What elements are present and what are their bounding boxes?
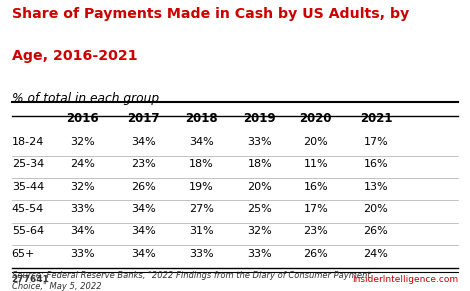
Text: 34%: 34% <box>189 137 213 147</box>
Text: 25-34: 25-34 <box>12 159 44 169</box>
Text: 16%: 16% <box>304 182 328 191</box>
Text: 18-24: 18-24 <box>12 137 44 147</box>
Text: 2018: 2018 <box>185 112 218 125</box>
Text: 35-44: 35-44 <box>12 182 44 191</box>
Text: 17%: 17% <box>304 204 328 214</box>
Text: 2017: 2017 <box>127 112 160 125</box>
Text: 34%: 34% <box>131 204 156 214</box>
Text: 34%: 34% <box>131 226 156 236</box>
Text: 45-54: 45-54 <box>12 204 44 214</box>
Text: 26%: 26% <box>364 226 388 236</box>
Text: 2020: 2020 <box>299 112 332 125</box>
Text: 55-64: 55-64 <box>12 226 44 236</box>
Text: % of total in each group: % of total in each group <box>12 92 159 105</box>
Text: 23%: 23% <box>131 159 156 169</box>
Text: InsiderIntelligence.com: InsiderIntelligence.com <box>352 275 458 284</box>
Text: 27%: 27% <box>189 204 213 214</box>
Text: 24%: 24% <box>364 249 388 259</box>
Text: 34%: 34% <box>131 137 156 147</box>
Text: 33%: 33% <box>248 249 272 259</box>
Text: 2021: 2021 <box>360 112 392 125</box>
Text: 32%: 32% <box>70 182 94 191</box>
Text: 18%: 18% <box>189 159 213 169</box>
Text: 19%: 19% <box>189 182 213 191</box>
Text: 20%: 20% <box>304 137 328 147</box>
Text: Age, 2016-2021: Age, 2016-2021 <box>12 49 137 63</box>
Text: 17%: 17% <box>364 137 388 147</box>
Text: 26%: 26% <box>304 249 328 259</box>
Text: 18%: 18% <box>248 159 272 169</box>
Text: 20%: 20% <box>248 182 272 191</box>
Text: 277641: 277641 <box>12 275 50 284</box>
Text: 33%: 33% <box>70 204 94 214</box>
Text: 13%: 13% <box>364 182 388 191</box>
Text: 34%: 34% <box>131 249 156 259</box>
Text: 31%: 31% <box>189 226 213 236</box>
Text: 33%: 33% <box>70 249 94 259</box>
Text: 32%: 32% <box>70 137 94 147</box>
Text: Source: Federal Reserve Banks, "2022 Findings from the Diary of Consumer Payment: Source: Federal Reserve Banks, "2022 Fin… <box>12 271 370 291</box>
Text: 33%: 33% <box>189 249 213 259</box>
Text: 2019: 2019 <box>243 112 276 125</box>
Text: 24%: 24% <box>70 159 94 169</box>
Text: 34%: 34% <box>70 226 94 236</box>
Text: 20%: 20% <box>364 204 388 214</box>
Text: 65+: 65+ <box>12 249 35 259</box>
Text: 23%: 23% <box>304 226 328 236</box>
Text: 33%: 33% <box>248 137 272 147</box>
Text: 16%: 16% <box>364 159 388 169</box>
Text: 25%: 25% <box>248 204 272 214</box>
Text: 2016: 2016 <box>66 112 99 125</box>
Text: 11%: 11% <box>304 159 328 169</box>
Text: 32%: 32% <box>248 226 272 236</box>
Text: Share of Payments Made in Cash by US Adults, by: Share of Payments Made in Cash by US Adu… <box>12 7 409 21</box>
Text: 26%: 26% <box>131 182 156 191</box>
